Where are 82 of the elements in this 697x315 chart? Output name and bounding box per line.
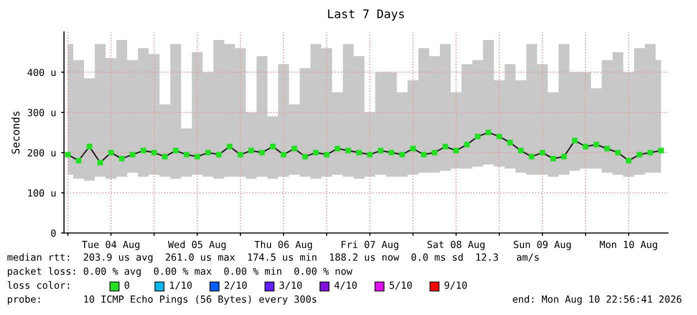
point (226, 144, 232, 150)
point (172, 148, 178, 154)
point (324, 152, 330, 158)
text: median rtt: 203.9 us avg 261.0 us max 174.5 us min 188.2 us now 0.0 ms sd 12.3 am/s (8, 253, 539, 263)
point (486, 130, 492, 136)
x-tick-label: Sun 09 Aug (514, 240, 571, 250)
text: probe: 10 ICMP Echo Pings (56 Bytes) every 300s (8, 295, 316, 305)
x-tick-label: Mon 10 Aug (600, 240, 658, 250)
point (270, 144, 276, 150)
point (259, 150, 265, 156)
point (658, 148, 664, 154)
point (550, 156, 556, 162)
text: 2/10 (224, 281, 247, 290)
point (507, 140, 513, 146)
point (334, 146, 340, 152)
point (97, 160, 103, 166)
point (647, 150, 654, 156)
point (474, 134, 480, 140)
y-tick-label: 100 u (28, 189, 56, 197)
text: packet loss: 0.00 % avg 0.00 % max 0.00 % min 0.00 % now (8, 267, 352, 277)
point (302, 154, 308, 160)
x-tick-label: Wed 05 Aug (168, 240, 226, 250)
point (130, 152, 136, 158)
point (528, 154, 534, 160)
point (388, 150, 394, 156)
text: end: Mon Aug 10 22:56:41 2026 (512, 295, 682, 305)
point (280, 152, 286, 158)
point (399, 152, 405, 158)
x-tick-label: Thu 06 Aug (254, 240, 312, 250)
chart-title: Last 7 Days (328, 10, 404, 21)
text: 9/10 (444, 281, 467, 290)
point (594, 142, 600, 148)
point (86, 144, 92, 150)
point (518, 148, 524, 154)
point (140, 148, 146, 154)
point (420, 152, 427, 158)
point (442, 144, 448, 150)
point (151, 150, 157, 156)
x-tick-label: Sat 08 Aug (428, 240, 484, 250)
text: 3/10 (280, 281, 302, 290)
point (108, 150, 114, 156)
point (248, 148, 254, 154)
point (292, 146, 298, 152)
point (65, 152, 71, 158)
point (626, 158, 632, 164)
point (615, 150, 621, 156)
point (345, 148, 352, 154)
point (453, 148, 459, 154)
point (604, 146, 610, 152)
point (582, 144, 588, 150)
point (238, 152, 244, 158)
point (540, 150, 546, 156)
point (205, 150, 211, 156)
point (118, 156, 125, 162)
text: 1/10 (170, 281, 192, 290)
y-tick-label: 300 u (28, 108, 56, 116)
point (561, 154, 567, 160)
y-tick-label: 400 u (28, 68, 56, 76)
point (313, 150, 319, 156)
point (572, 138, 578, 144)
point (378, 148, 384, 154)
y-axis-title: Seconds (11, 112, 20, 154)
point (464, 142, 470, 148)
point (367, 152, 373, 158)
text: 4/10 (334, 281, 357, 290)
point (356, 150, 362, 156)
point (184, 152, 190, 158)
y-tick-label: 200 u (28, 149, 56, 156)
point (162, 154, 168, 160)
y-tick-label: 0 (51, 230, 56, 237)
point (410, 146, 416, 152)
legend-label: 0 (124, 281, 130, 289)
point (636, 152, 642, 158)
x-tick-label: Tue 04 Aug (82, 240, 140, 250)
point (76, 158, 82, 164)
point (216, 152, 222, 158)
text: loss color: (8, 281, 70, 289)
point (496, 134, 502, 140)
point (432, 150, 438, 156)
point (194, 154, 200, 160)
text: 5/10 (390, 281, 412, 290)
x-tick-label: Fri 07 Aug (342, 240, 398, 250)
